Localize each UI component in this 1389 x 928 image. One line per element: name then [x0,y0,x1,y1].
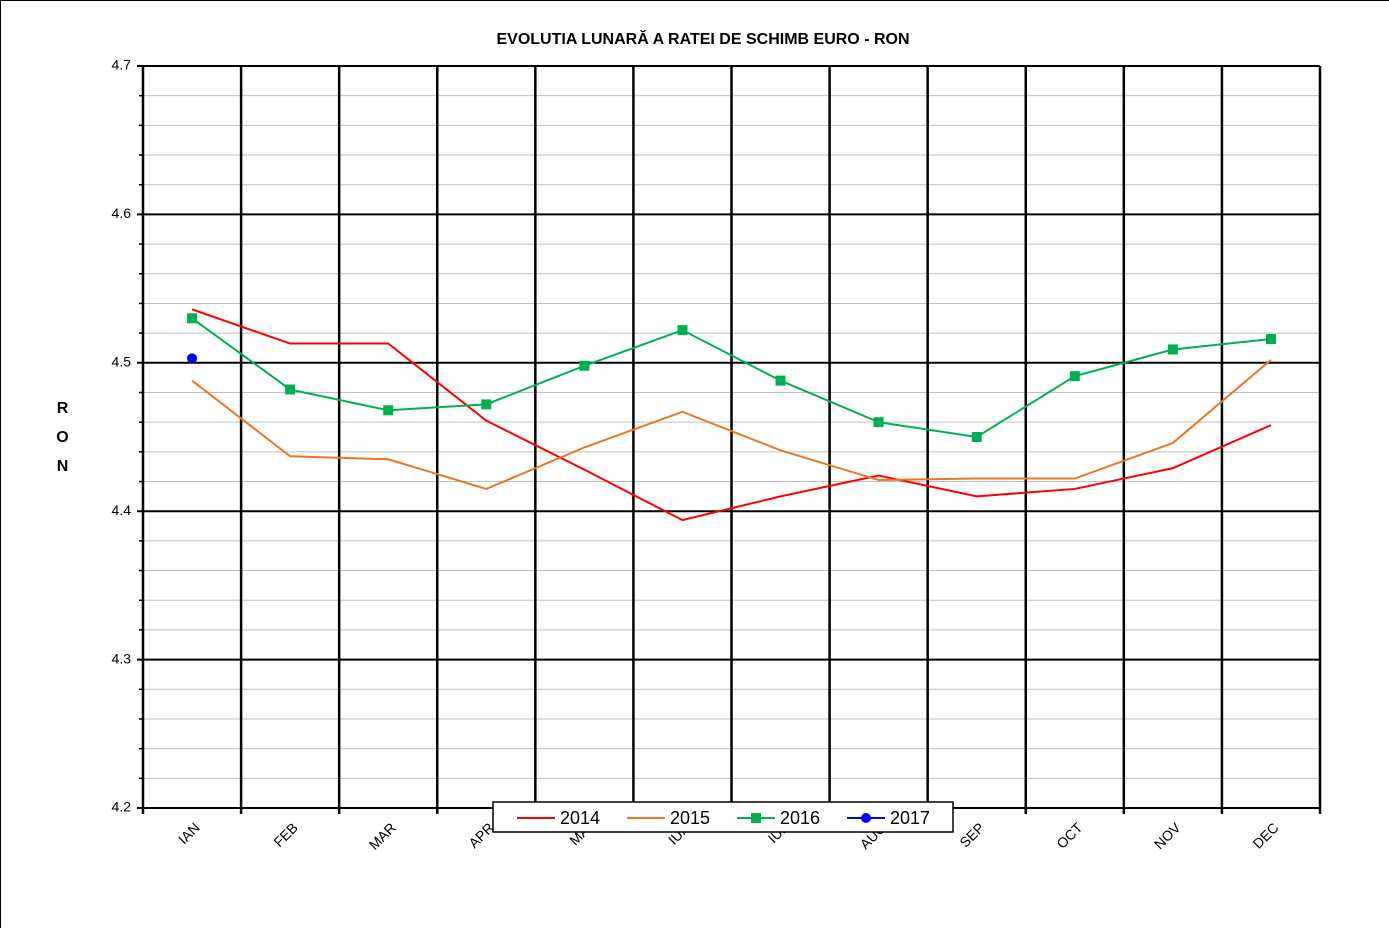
y-tick-label: 4.6 [112,205,132,221]
chart-title: EVOLUTIA LUNARĂ A RATEI DE SCHIMB EURO -… [496,29,909,48]
legend-label: 2014 [560,808,600,828]
legend-marker [861,813,871,823]
point [1167,344,1178,355]
y-tick-label: 4.2 [112,799,132,815]
point [1265,334,1276,345]
point [677,325,688,336]
point [775,375,786,386]
legend: 2014 2015 2016 2017 [492,801,954,833]
point [1069,371,1080,382]
point [579,360,590,371]
point [285,384,296,395]
y-tick-label: 4.4 [112,502,132,518]
y-tick-label: 4.5 [112,354,132,370]
point [187,313,198,324]
point [187,353,198,364]
legend-label: 2017 [890,808,930,828]
y-axis-label: RON [54,400,71,487]
legend-label: 2015 [670,808,710,828]
y-tick-label: 4.7 [112,57,132,73]
series-line [191,317,1272,439]
y-tick-label: 4.3 [112,650,132,666]
series-line [191,308,1272,522]
series-line [191,359,1272,491]
point [383,405,394,416]
point [873,417,884,428]
legend-marker [751,813,761,823]
legend-label: 2016 [780,808,820,828]
point [971,432,982,442]
point [481,399,492,410]
